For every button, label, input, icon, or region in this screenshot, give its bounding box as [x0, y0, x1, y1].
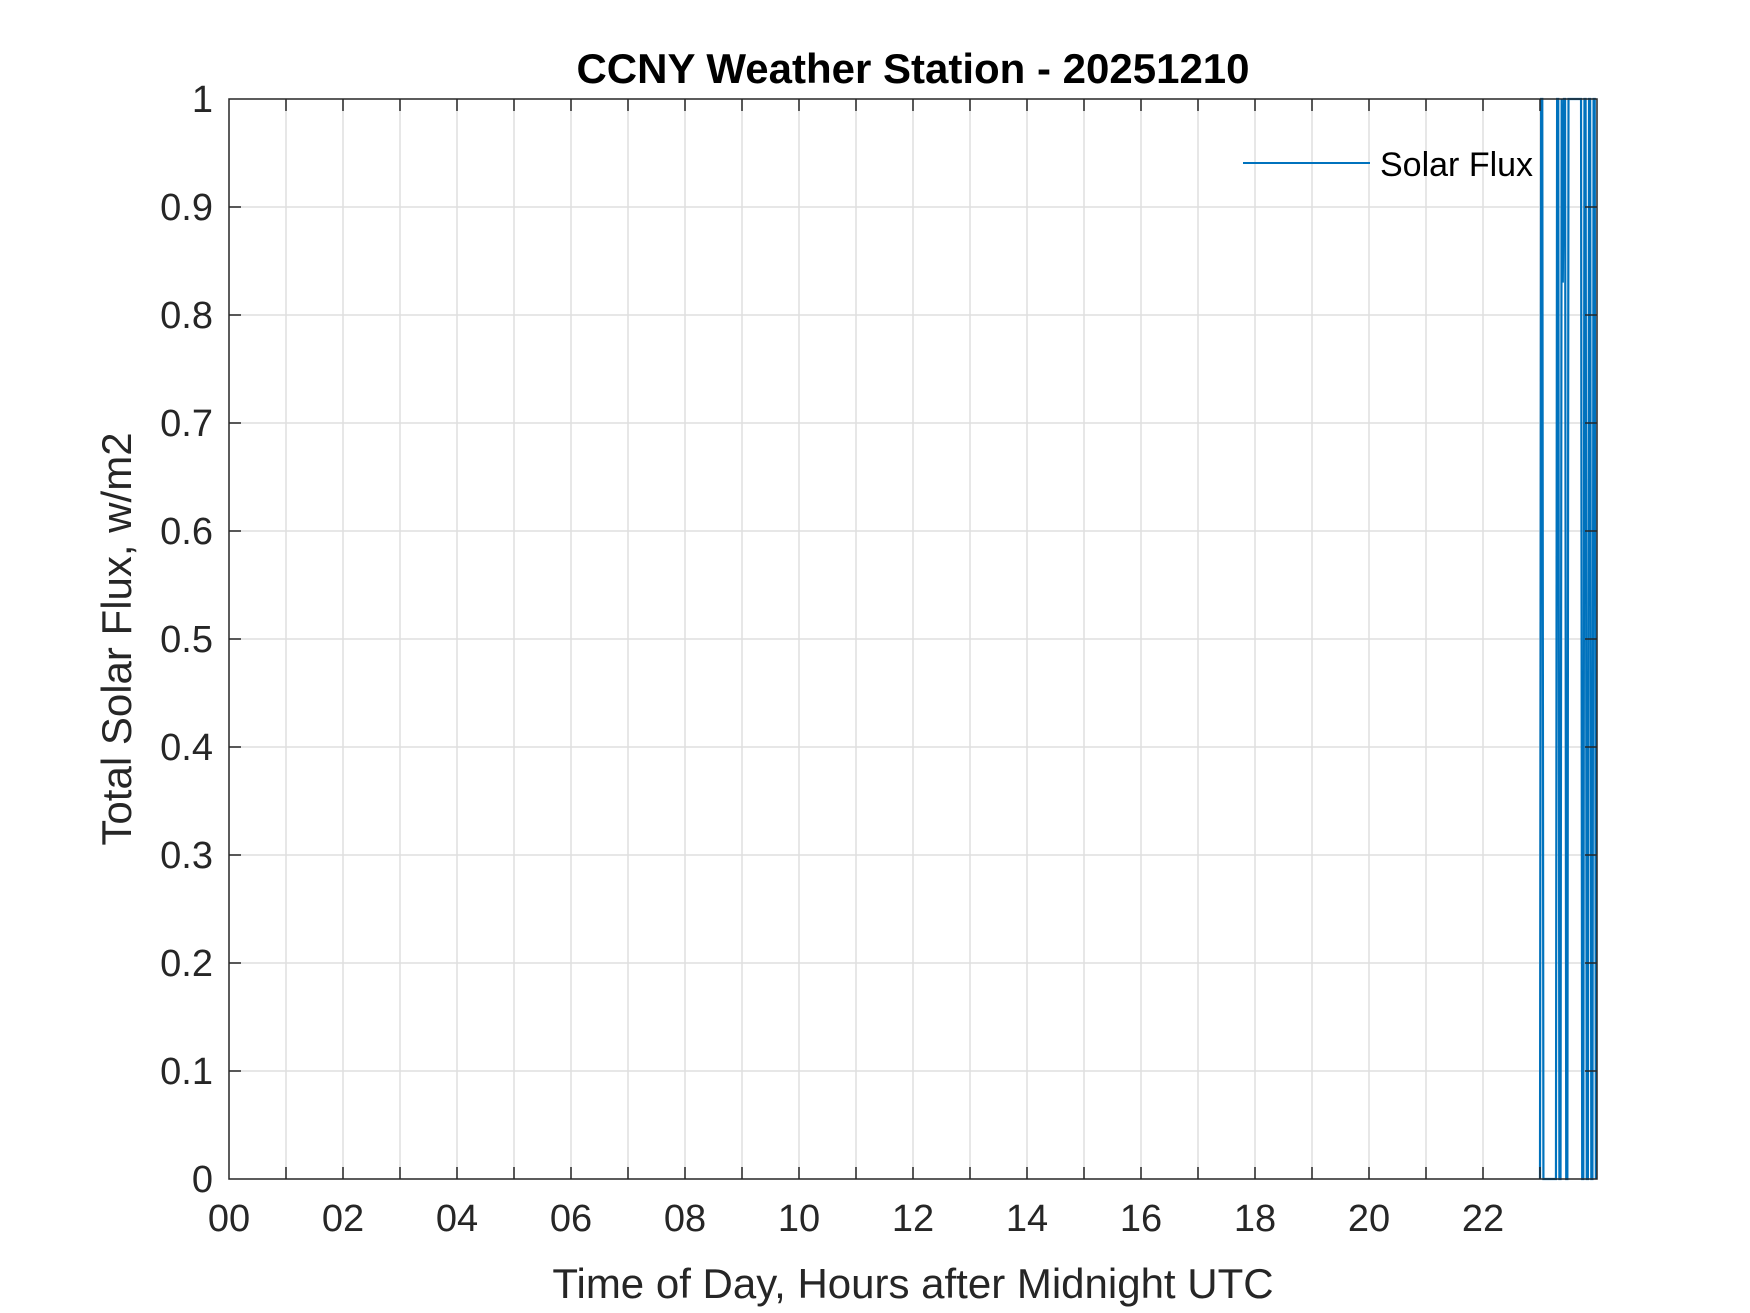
y-tick-label: 0.5 [160, 619, 213, 661]
y-tick-label: 1 [192, 79, 213, 121]
y-tick-label: 0.7 [160, 403, 213, 445]
x-tick-labels: 00 02 04 06 08 10 12 14 16 18 20 22 [208, 1198, 1504, 1240]
x-tick-label: 16 [1120, 1198, 1162, 1240]
tick-marks [229, 99, 1597, 1179]
y-tick-label: 0.3 [160, 835, 213, 877]
legend: Solar Flux [1243, 146, 1533, 184]
x-tick-label: 00 [208, 1198, 250, 1240]
y-tick-label: 0.1 [160, 1051, 213, 1093]
y-axis-label: Total Solar Flux, w/m2 [93, 432, 140, 845]
x-tick-label: 08 [664, 1198, 706, 1240]
y-tick-labels: 0 0.1 0.2 0.3 0.4 0.5 0.6 0.7 0.8 0.9 1 [160, 79, 213, 1201]
series-layer [1538, 97, 1597, 1181]
x-tick-label: 02 [322, 1198, 364, 1240]
x-tick-label: 14 [1006, 1198, 1048, 1240]
y-tick-label: 0.2 [160, 943, 213, 985]
x-axis-label: Time of Day, Hours after Midnight UTC [552, 1260, 1273, 1307]
x-tick-label: 20 [1348, 1198, 1390, 1240]
x-tick-label: 04 [436, 1198, 478, 1240]
series-line-0 [1538, 97, 1597, 1181]
x-tick-label: 06 [550, 1198, 592, 1240]
legend-label-solar-flux: Solar Flux [1380, 146, 1533, 184]
gridlines [229, 99, 1597, 1179]
y-tick-label: 0.8 [160, 295, 213, 337]
x-tick-label: 12 [892, 1198, 934, 1240]
chart-title: CCNY Weather Station - 20251210 [576, 45, 1249, 92]
y-tick-label: 0.9 [160, 187, 213, 229]
x-tick-label: 18 [1234, 1198, 1276, 1240]
y-tick-label: 0.6 [160, 511, 213, 553]
y-tick-label: 0 [192, 1159, 213, 1201]
y-tick-label: 0.4 [160, 727, 213, 769]
x-tick-label: 22 [1462, 1198, 1504, 1240]
x-tick-label: 10 [778, 1198, 820, 1240]
